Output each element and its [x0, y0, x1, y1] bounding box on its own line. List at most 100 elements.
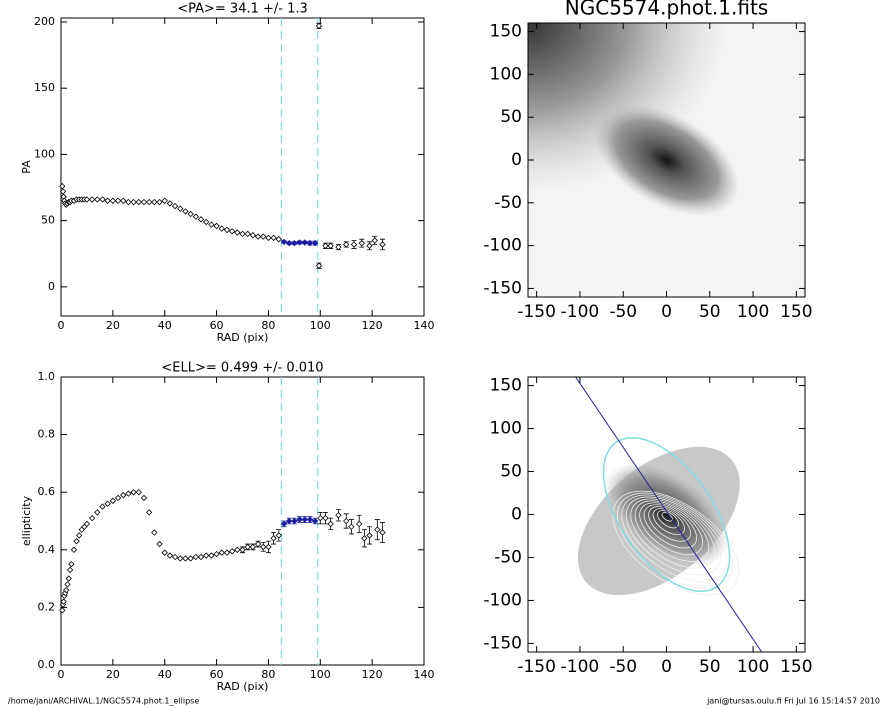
data-point	[361, 535, 368, 542]
x-tick-label: 140	[414, 668, 435, 681]
data-point	[374, 526, 381, 533]
x-tick-label: -50	[609, 302, 637, 322]
data-point	[99, 196, 106, 203]
data-point	[306, 516, 314, 523]
x-tick-label: 140	[414, 319, 435, 332]
data-point	[197, 553, 205, 561]
y-tick-label: 0.2	[38, 600, 56, 613]
data-point	[145, 198, 153, 206]
data-point	[291, 517, 298, 525]
y-tick-label: 100	[490, 419, 522, 439]
data-point	[120, 491, 127, 499]
data-point	[104, 500, 111, 507]
contour	[612, 490, 740, 596]
x-tick-label: 50	[699, 657, 721, 677]
y-tick-label: -100	[483, 590, 522, 610]
data-point	[83, 196, 91, 203]
data-point	[59, 607, 66, 614]
data-point	[249, 232, 257, 239]
chart-title: <ELL>= 0.499 +/- 0.010	[161, 361, 323, 376]
data-point	[228, 228, 236, 235]
data-point	[234, 546, 241, 553]
galaxy	[593, 104, 740, 216]
data-point	[322, 242, 329, 249]
data-point	[343, 241, 350, 248]
data-point	[335, 512, 342, 519]
data-point	[171, 553, 179, 561]
image	[528, 23, 805, 297]
data-point	[327, 520, 334, 528]
y-axis-label: ellipticity	[20, 495, 33, 546]
contour	[630, 498, 716, 569]
footer-path: /home/jani/ARCHIVAL.1/NGC5574.phot.1_ell…	[8, 697, 199, 706]
x-tick-label: -150	[517, 657, 556, 677]
data-point	[145, 509, 153, 516]
data-point	[171, 202, 179, 210]
data-point	[356, 520, 363, 528]
data-point	[218, 225, 225, 232]
x-axis-label: RAD (pix)	[217, 331, 269, 344]
contour	[657, 510, 679, 529]
data-point	[213, 222, 220, 230]
data-point	[371, 237, 378, 244]
data-point	[249, 543, 257, 551]
x-tick-label: -100	[561, 302, 600, 322]
data-point	[59, 183, 66, 190]
data-point	[265, 234, 272, 242]
data-point	[311, 239, 319, 247]
data-point	[291, 239, 298, 247]
y-tick-label: 50	[500, 462, 522, 482]
data-point	[296, 516, 303, 523]
data-point	[358, 239, 365, 247]
data-point	[59, 601, 67, 608]
data-point	[301, 516, 308, 523]
plot-frame	[60, 376, 425, 666]
data-point	[275, 532, 282, 539]
x-tick-label: 120	[362, 668, 383, 681]
data-point	[73, 537, 80, 545]
data-point	[99, 503, 106, 510]
data-point	[64, 581, 71, 588]
data-point	[94, 196, 101, 203]
y-tick-label: 100	[34, 147, 55, 160]
y-tick-label: 1.0	[38, 370, 56, 383]
data-point	[192, 213, 199, 220]
data-point	[366, 242, 373, 249]
data-point	[63, 586, 70, 594]
data-point	[114, 494, 122, 502]
data-point	[203, 552, 210, 559]
x-tick-label: 60	[210, 668, 224, 681]
data-point	[140, 494, 148, 502]
data-point	[228, 548, 236, 555]
data-point	[125, 490, 132, 497]
x-tick-label: 0	[661, 302, 672, 322]
data-point	[270, 234, 277, 242]
data-point	[322, 514, 329, 522]
data-point	[203, 218, 210, 226]
data-point	[166, 200, 174, 207]
y-tick-label: 0	[511, 150, 522, 170]
y-tick-label: 150	[490, 376, 522, 396]
pa-line	[575, 377, 763, 652]
y-tick-label: -100	[483, 236, 522, 256]
data-point	[254, 233, 262, 240]
x-tick-label: 80	[261, 668, 275, 681]
data-point	[260, 543, 267, 551]
data-point	[177, 205, 184, 212]
data-point	[213, 550, 220, 558]
data-point	[280, 238, 288, 245]
data-point	[187, 555, 194, 562]
contour	[634, 500, 710, 562]
chart-title: <PA>= 34.1 +/- 1.3	[177, 2, 308, 17]
x-axis-label: RAD (pix)	[217, 680, 269, 693]
data-point	[208, 552, 215, 559]
contour	[625, 496, 722, 576]
data-point	[83, 520, 91, 528]
data-point	[223, 549, 231, 556]
data-point	[270, 535, 277, 542]
data-point	[66, 566, 74, 574]
data-point	[88, 514, 96, 522]
data-point	[156, 540, 163, 548]
data-point	[140, 198, 148, 206]
